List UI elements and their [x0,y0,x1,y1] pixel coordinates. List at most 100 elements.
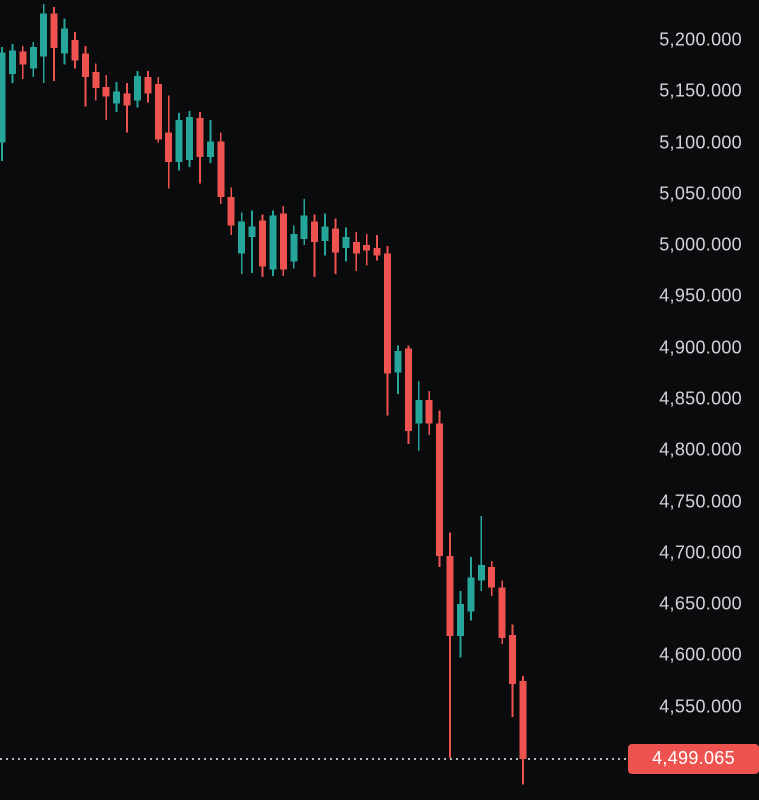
candle-body [92,71,100,89]
candle-body [394,350,402,373]
candle-body [123,93,131,106]
price-axis-label: 5,100.000 [659,132,742,153]
candle [321,213,329,256]
candle [404,345,412,445]
candle-body [404,348,412,431]
candle-body [321,226,329,242]
candle [81,46,89,107]
candle [186,110,194,168]
price-axis-label: 4,900.000 [659,337,742,358]
candle-body [8,50,16,74]
candle-body [0,52,6,143]
candle-body [50,13,58,49]
candle-wick [126,83,128,133]
candle [154,76,162,143]
candle [446,532,454,758]
candle-body [227,196,235,226]
candle-body [446,555,454,636]
candle [456,590,464,658]
candle-body [61,28,69,54]
candle [269,210,277,276]
current-price-line [0,757,628,760]
candle [238,212,246,274]
candle [436,410,444,568]
candle-body [259,220,266,267]
candle-body [196,117,204,157]
price-axis-label: 4,850.000 [659,388,742,409]
candle [227,187,235,235]
candle-body [248,226,256,237]
price-axis-label: 4,950.000 [659,285,742,306]
price-axis-label: 4,650.000 [659,593,742,614]
candle-body [456,604,464,636]
price-axis-label: 5,000.000 [659,234,742,255]
candle [175,112,183,171]
candle-body [384,253,392,374]
candle-body [342,236,350,249]
candle [19,46,27,79]
candle-body [467,577,475,612]
candle [279,206,287,276]
candle [477,515,485,591]
candle-body [102,87,110,97]
candle-body [175,120,183,163]
candle [384,246,392,416]
candle-body [154,84,162,140]
price-axis-label: 4,700.000 [659,542,742,563]
candle-body [300,215,308,239]
candle-body [29,47,37,69]
candle [40,4,48,84]
candle-body [40,13,48,57]
candle-body [363,245,371,251]
price-axis-label: 4,750.000 [659,491,742,511]
candle-body [144,76,152,94]
candle-body [71,40,79,61]
candle-wick [376,234,379,261]
candle [217,132,225,205]
candle-body [290,233,298,262]
candle-body [165,132,173,163]
candle [196,111,204,184]
candle [144,70,152,103]
candle [92,63,100,101]
candle [133,70,141,108]
candle [394,345,402,394]
candle [259,214,266,277]
candle [290,225,298,269]
candle [29,42,37,77]
candle [488,561,496,596]
candle [61,18,69,65]
candle-body [436,423,444,556]
candle [331,218,339,274]
candle-body [498,587,506,638]
candle-body [186,116,194,160]
candle [373,234,381,261]
price-axis[interactable]: 5,200.000 5,150.000 5,100.000 5,050.000 5,00… [614,0,759,800]
candle-body [113,91,121,104]
candle [467,556,475,621]
candle [363,233,371,266]
candle [50,7,58,82]
candle-body [519,681,527,759]
candle [519,675,527,785]
candle [0,47,6,162]
candle-wick [313,214,316,277]
candle [415,381,423,451]
candle-body [352,242,360,254]
candle-body [311,221,319,243]
current-price-label: 4,499.065 [628,743,759,774]
candle [71,31,79,69]
price-axis-label: 5,200.000 [659,29,742,50]
candle [342,227,350,262]
price-axis-label: 4,550.000 [659,696,742,717]
candle-body [415,400,423,424]
candle [206,120,214,164]
candle [248,210,256,273]
candle-body [425,400,433,424]
candle [113,82,121,112]
candle-wick [105,74,108,120]
candle-body [217,141,225,197]
price-axis-label: 4,600.000 [659,644,742,665]
